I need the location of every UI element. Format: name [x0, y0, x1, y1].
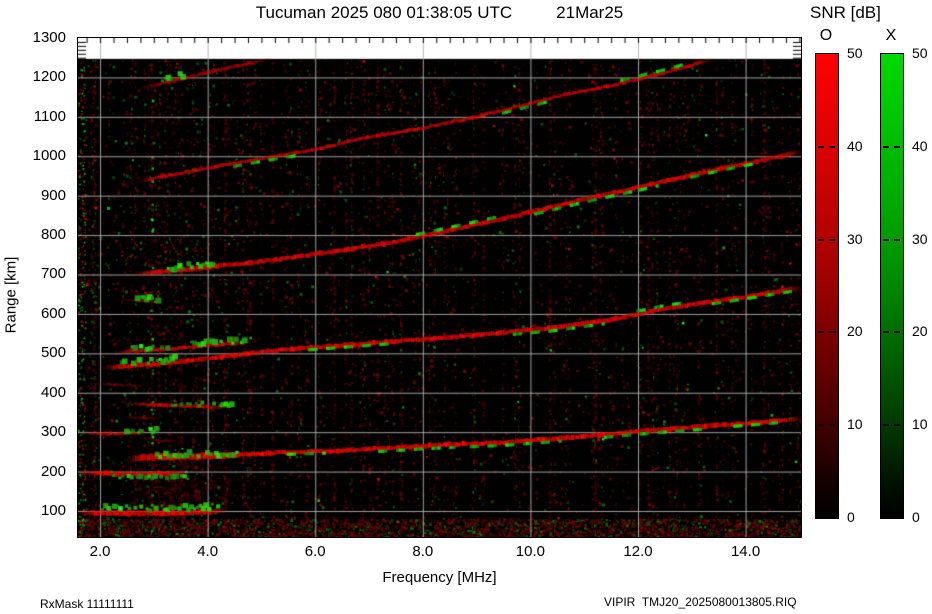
rxmask-status-text: RxMask 11111111 [40, 597, 134, 611]
y-tick-label: 1300 [32, 29, 66, 46]
y-tick-label: 700 [40, 265, 66, 283]
colorbar-tick-dash [818, 145, 835, 148]
x-tick-label: 10.0 [515, 543, 545, 560]
plot-title-row: Tucuman 2025 080 01:38:05 UTC 21Mar25 [78, 3, 801, 23]
colorbar-o-tick-label: 50 [847, 45, 863, 61]
colorbar-tick-dash [883, 424, 900, 427]
colorbar-x-mode-label: X [885, 27, 897, 44]
colorbar-x-tick-label: 30 [912, 230, 928, 247]
colorbar-o-gradient [815, 53, 839, 519]
colorbar-tick-dash [818, 238, 835, 241]
colorbar-title: SNR [dB] [810, 3, 881, 22]
x-tick-label: 14.0 [730, 543, 761, 560]
x-tick-label: 12.0 [623, 543, 653, 560]
y-tick-label: 900 [40, 186, 66, 204]
colorbar-x-tick-label: 40 [912, 137, 928, 154]
x-tick-label: 8.0 [412, 543, 434, 560]
plot-date: 21Mar25 [556, 3, 624, 22]
ionogram-plot-canvas [78, 38, 801, 537]
colorbar-o-tick-label: 10 [847, 416, 863, 433]
y-tick-label: 1000 [32, 147, 66, 165]
colorbar-x-tick-label: 0 [912, 509, 920, 525]
colorbar-tick-dash [883, 331, 900, 334]
y-tick-label: 400 [40, 383, 66, 401]
plot-title: Tucuman 2025 080 01:38:05 UTC [255, 3, 513, 22]
colorbar-o-tick-label: 0 [847, 509, 855, 525]
x-tick-label: 2.0 [89, 543, 111, 560]
y-tick-label: 500 [40, 344, 66, 362]
colorbar-tick-dash [883, 145, 900, 148]
y-tick-label: 1100 [33, 107, 66, 125]
colorbar-tick-dash [883, 238, 900, 241]
colorbar-tick-dash [818, 424, 835, 427]
y-tick-label: 200 [40, 462, 66, 480]
y-tick-label: 300 [40, 423, 66, 441]
colorbar-x-tick-label: 20 [912, 323, 928, 340]
colorbar-o-tick-label: 30 [847, 230, 863, 247]
colorbar-x-tick-label: 10 [912, 416, 928, 433]
colorbar-o-tick-label: 40 [847, 137, 863, 154]
y-tick-label: 600 [40, 304, 66, 322]
colorbar-x-tick-label: 50 [912, 45, 928, 61]
plot-frame [77, 37, 802, 538]
colorbar-o-mode-label: O [819, 27, 833, 44]
x-axis-label: Frequency [MHz] [382, 569, 497, 586]
x-tick-label: 4.0 [197, 543, 219, 560]
y-tick-label: 800 [40, 226, 66, 244]
y-tick-label: 1200 [32, 68, 66, 86]
x-tick-label: 6.0 [304, 543, 326, 560]
source-file-text: VIPIR TMJ20_2025080013805.RIQ [604, 595, 797, 609]
colorbar-tick-dash [818, 331, 835, 334]
colorbar-o-tick-label: 20 [847, 323, 863, 340]
y-tick-label: 100 [40, 501, 66, 519]
colorbar-x-gradient [880, 53, 904, 519]
